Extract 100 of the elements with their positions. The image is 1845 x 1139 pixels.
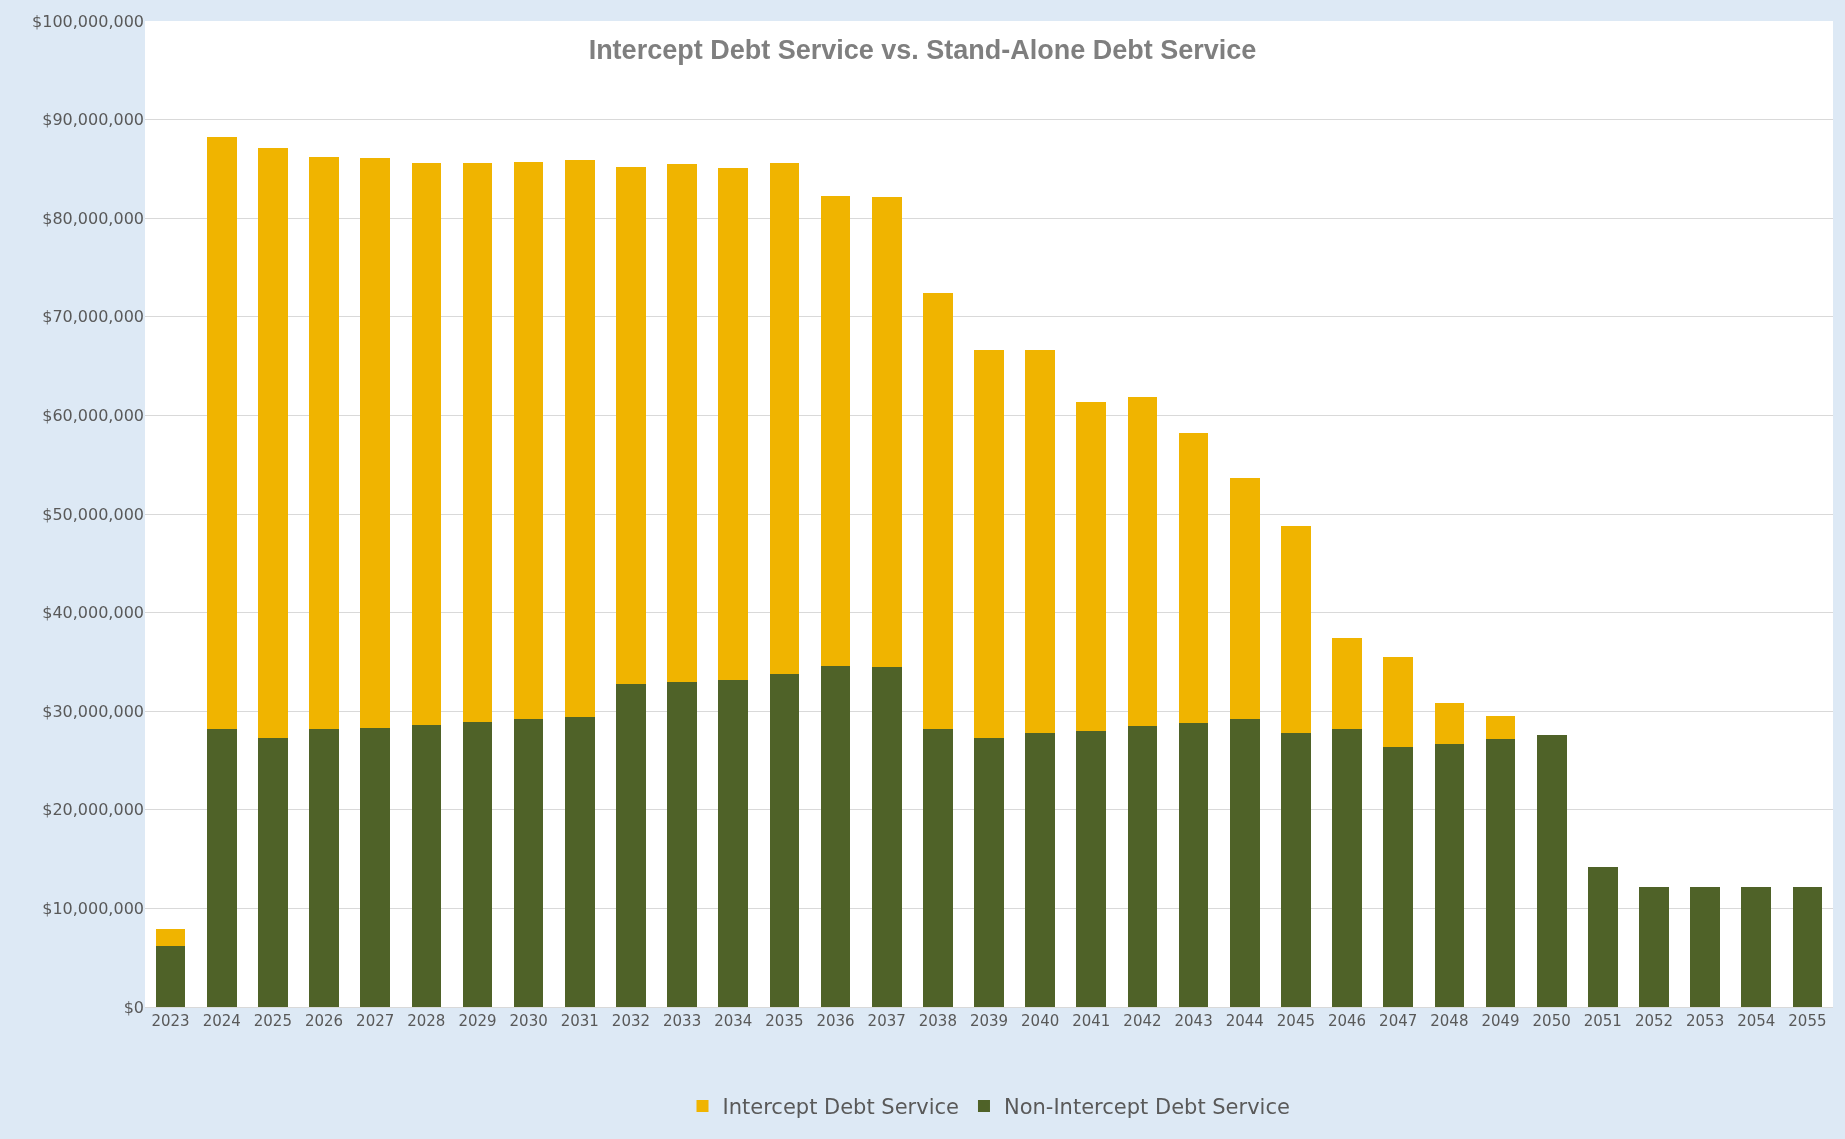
bar xyxy=(1536,734,1567,1007)
bar xyxy=(360,158,391,728)
bar xyxy=(1076,401,1107,731)
x-tick-label: 2048 xyxy=(1430,1012,1469,1030)
bar xyxy=(616,166,646,684)
bar xyxy=(871,197,902,667)
bar xyxy=(1229,719,1260,1007)
bar xyxy=(1434,703,1465,744)
bar xyxy=(155,945,186,1007)
y-tick-label: $40,000,000 xyxy=(42,603,144,623)
x-tick-label: 2049 xyxy=(1481,1012,1520,1030)
bar xyxy=(718,679,749,1007)
bar xyxy=(1229,477,1260,720)
bar xyxy=(1690,886,1720,1007)
x-tick-label: 2040 xyxy=(1021,1012,1060,1030)
y-tick-label: $50,000,000 xyxy=(42,504,144,524)
bar xyxy=(513,719,544,1007)
x-tick-label: 2045 xyxy=(1276,1012,1315,1030)
bar xyxy=(258,737,288,1007)
bar xyxy=(769,162,800,674)
bar xyxy=(1792,886,1823,1007)
bar xyxy=(462,162,493,723)
y-tick-label: $20,000,000 xyxy=(42,800,144,820)
bar xyxy=(564,160,595,718)
x-tick-label: 2038 xyxy=(918,1012,957,1030)
y-tick-label: $80,000,000 xyxy=(42,208,144,228)
x-tick-label: 2050 xyxy=(1532,1012,1571,1030)
y-tick-label: $70,000,000 xyxy=(42,307,144,327)
x-tick-label: 2037 xyxy=(867,1012,906,1030)
y-tick-label: $100,000,000 xyxy=(32,11,144,31)
bar xyxy=(360,727,391,1007)
bar xyxy=(411,725,442,1007)
x-tick-label: 2025 xyxy=(253,1012,292,1030)
bar xyxy=(667,163,697,682)
bar xyxy=(206,728,237,1007)
x-tick-label: 2042 xyxy=(1123,1012,1162,1030)
bar xyxy=(1281,732,1311,1007)
y-tick-label: $90,000,000 xyxy=(42,110,144,130)
bar xyxy=(820,665,851,1007)
bar xyxy=(667,681,697,1007)
bar xyxy=(1025,350,1055,733)
bar xyxy=(1383,746,1414,1007)
bar xyxy=(923,293,953,729)
bar xyxy=(1485,716,1516,739)
x-tick-label: 2035 xyxy=(765,1012,804,1030)
x-tick-label: 2053 xyxy=(1686,1012,1725,1030)
bar xyxy=(155,929,186,946)
y-tick-label: $10,000,000 xyxy=(42,899,144,918)
x-tick-label: 2051 xyxy=(1583,1012,1622,1030)
bar xyxy=(1178,723,1209,1007)
bar xyxy=(1485,738,1516,1007)
bar xyxy=(309,728,339,1007)
x-tick-label: 2030 xyxy=(509,1012,548,1030)
x-tick-label: 2031 xyxy=(560,1012,599,1030)
bar xyxy=(1383,656,1414,747)
bar xyxy=(1639,886,1669,1007)
bar xyxy=(769,673,800,1007)
bar xyxy=(513,162,544,720)
bar xyxy=(1741,886,1772,1007)
x-tick-label: 2039 xyxy=(969,1012,1009,1030)
x-tick-label: 2052 xyxy=(1634,1012,1674,1030)
x-tick-label: 2046 xyxy=(1327,1012,1367,1030)
bar xyxy=(564,717,595,1007)
x-tick-label: 2028 xyxy=(407,1012,446,1030)
x-tick-label: 2029 xyxy=(458,1012,497,1030)
bar xyxy=(1127,396,1158,726)
x-tick-label: 2054 xyxy=(1737,1012,1776,1030)
bar xyxy=(718,167,749,680)
x-tick-label: 2023 xyxy=(151,1012,190,1030)
bar xyxy=(1281,525,1311,733)
bar xyxy=(258,148,288,738)
x-tick-label: 2047 xyxy=(1379,1012,1418,1030)
x-tick-label: 2033 xyxy=(663,1012,702,1030)
legend-label: Intercept Debt Service xyxy=(722,1095,959,1120)
bar xyxy=(411,162,442,725)
bar xyxy=(1178,433,1209,724)
bar xyxy=(616,683,646,1007)
x-tick-label: 2043 xyxy=(1174,1012,1213,1030)
x-tick-label: 2036 xyxy=(816,1012,855,1030)
bar xyxy=(1025,732,1055,1007)
bar xyxy=(1332,728,1362,1007)
y-tick-label: $60,000,000 xyxy=(42,406,144,425)
y-tick-label: $0 xyxy=(123,997,144,1017)
bar xyxy=(1076,730,1107,1007)
x-tick-label: 2041 xyxy=(1072,1012,1111,1030)
x-tick-label: 2055 xyxy=(1788,1012,1827,1030)
bar xyxy=(923,728,953,1007)
bar xyxy=(1332,638,1362,729)
bar xyxy=(871,666,902,1007)
bar xyxy=(309,157,339,729)
bar xyxy=(462,722,493,1007)
bar xyxy=(1587,866,1618,1007)
bar xyxy=(974,737,1004,1007)
x-tick-label: 2026 xyxy=(304,1012,344,1030)
x-tick-label: 2027 xyxy=(356,1012,395,1030)
bar xyxy=(1127,725,1158,1007)
y-tick-label: $30,000,000 xyxy=(42,701,144,721)
bar xyxy=(206,137,237,729)
text: Intercept Debt Service vs. Stand-Alone Debt Service xyxy=(588,34,1257,65)
bar xyxy=(1434,743,1465,1007)
